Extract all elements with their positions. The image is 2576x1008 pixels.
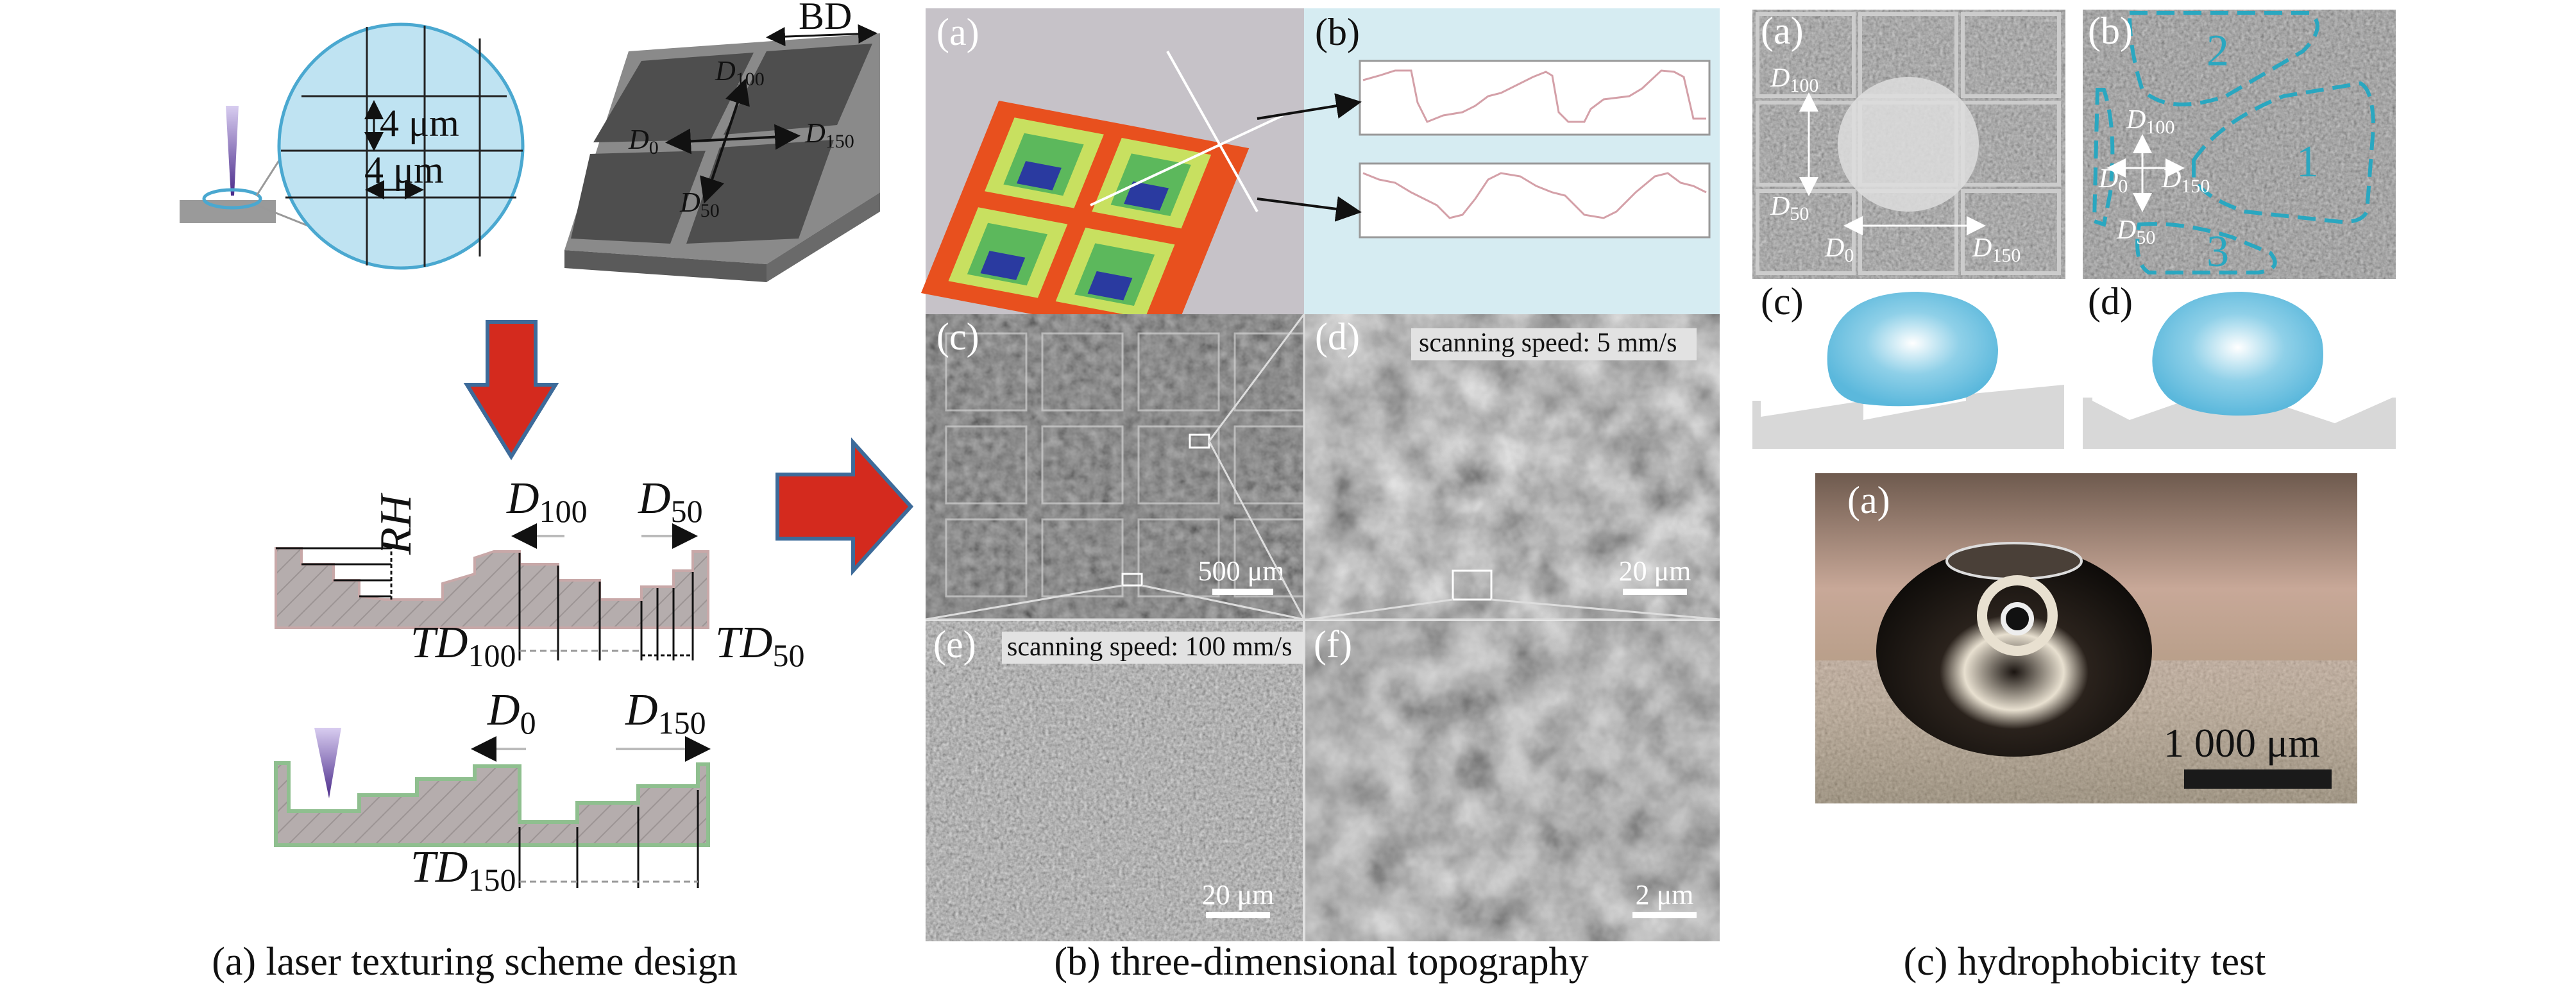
scale-label-f: 2 μm — [1636, 879, 1694, 911]
sub-label-c-c: (c) — [1761, 280, 1804, 323]
caption-b: (b) three-dimensional topography — [1054, 940, 1588, 984]
block-label-bd: BD — [799, 0, 852, 37]
block-dir-d150: D150 — [804, 117, 854, 152]
sub-label-c-b: (b) — [2088, 10, 2133, 52]
block-dir-d0: D0 — [628, 124, 659, 158]
texture-cell — [1041, 425, 1124, 505]
sem-magnified-image: (f) 2 μm — [1305, 621, 1720, 941]
wenzel-drop-cartoon: (d) — [2083, 280, 2396, 449]
scale-bar-photo — [2184, 769, 2332, 789]
profile-line-1 — [1362, 69, 1706, 123]
texture-cell — [945, 332, 1028, 412]
scale-label-photo: 1 000 μm — [2164, 720, 2320, 766]
sub-label-b: (b) — [1315, 11, 1360, 53]
dir-b-d100: D100 — [2126, 105, 2174, 138]
scale-label-c: 500 μm — [1198, 555, 1285, 587]
sub-label-f: (f) — [1314, 623, 1352, 666]
scale-bar-e — [1206, 912, 1270, 918]
dir-b-d150: D150 — [2161, 164, 2210, 197]
region-2-label: 2 — [2207, 26, 2229, 76]
droplet-on-texture: (a) D100 D50 D0 D150 — [1752, 10, 2065, 279]
sub-label-d: (d) — [1315, 315, 1360, 358]
grid-spacing-vertical-label: 4 μm — [380, 102, 459, 144]
grid-spacing-horizontal-label: 4 μm — [364, 149, 444, 191]
down-arrow — [463, 320, 559, 460]
laser-grid-circle: 4 μm 4 μm — [277, 22, 525, 270]
sub-label-e: (e) — [933, 623, 976, 666]
laser-beam — [314, 728, 341, 798]
sub-label-a: (a) — [936, 11, 979, 53]
height-profiles: (b) — [1257, 8, 1720, 314]
speed-label-e: scanning speed: 100 mm/s — [1007, 632, 1292, 662]
caption-a: (a) laser texturing scheme design — [212, 940, 737, 984]
scale-bar-d — [1623, 589, 1687, 595]
rh-label: RH — [371, 492, 421, 555]
textured-block-3d: BD D100 D0 D150 D50 — [564, 0, 880, 282]
sub-label-c: (c) — [936, 315, 979, 358]
right-arrow — [775, 437, 914, 576]
region-1-label: 1 — [2296, 137, 2319, 187]
dir-b-d50: D50 — [2116, 215, 2155, 248]
zoom-lines — [925, 314, 1720, 941]
sub-label-c-a: (a) — [1761, 10, 1804, 52]
scale-bar-c — [1212, 589, 1273, 595]
height-map-3d: (a) — [920, 8, 1304, 341]
laser-texturing-panel: 4 μm 4 μm BD D100 D0 D150 D50 — [180, 0, 880, 984]
profile-line-2 — [1362, 172, 1707, 219]
wetting-regions: (b) 2 1 3 D100 D0 D150 D50 — [2083, 10, 2396, 279]
profile2-dir-left: D0 — [487, 685, 536, 741]
dir-a-d150: D150 — [1972, 233, 2021, 266]
profile1-dir-left: D100 — [506, 474, 588, 529]
sub-label-c-d: (d) — [2088, 280, 2133, 323]
profile1-td-left: TD100 — [411, 618, 516, 673]
scale-bar-f — [1632, 912, 1697, 918]
scale-label-d: 20 μm — [1619, 555, 1691, 587]
laser-on-substrate — [180, 106, 353, 245]
profile-d100-d50: RH D100 D50 TD100 TD50 — [275, 474, 804, 673]
texture-cell — [945, 518, 1028, 598]
droplet-photo: (a) 1 000 μm — [1815, 473, 2357, 803]
hydrophobicity-panel: (a) D100 D50 D0 D150 (b) 2 1 3 D100 D0 D… — [1752, 10, 2396, 984]
topography-panel: (a) (b) (c) 500 μm scanning — [920, 8, 1720, 984]
texture-cell — [1137, 332, 1220, 412]
speed-label-d: scanning speed: 5 mm/s — [1419, 328, 1677, 358]
dir-a-d0: D0 — [1824, 233, 1854, 266]
profile-d0-d150: D0 D150 TD150 — [274, 685, 711, 898]
cassie-drop-cartoon: (c) — [1752, 280, 2064, 449]
region-3-label: 3 — [2207, 227, 2229, 276]
block-dir-d50: D50 — [679, 187, 720, 221]
texture-cell — [1137, 518, 1220, 598]
texture-cell — [945, 425, 1028, 505]
sub-label-photo-a: (a) — [1847, 479, 1890, 521]
block-dir-d100: D100 — [715, 55, 765, 90]
profile2-td: TD150 — [411, 843, 516, 898]
scale-label-e: 20 μm — [1202, 879, 1275, 911]
texture-cell — [1041, 518, 1124, 598]
dir-a-d50: D50 — [1770, 192, 1809, 224]
texture-cell — [1041, 332, 1124, 412]
dir-b-d0: D0 — [2098, 164, 2128, 197]
profile2-dir-right: D150 — [625, 685, 706, 741]
sem-5mms-image: scanning speed: 5 mm/s (d) 20 μm — [1304, 314, 1720, 619]
profile1-dir-right: D50 — [638, 474, 703, 529]
sem-100mms-image: scanning speed: 100 mm/s (e) 20 μm — [926, 621, 1303, 941]
sem-grid-image: (c) 500 μm — [926, 314, 1316, 619]
texture-cell — [1961, 12, 2061, 98]
caption-c: (c) hydrophobicity test — [1904, 940, 2266, 984]
profile1-td-right: TD50 — [715, 618, 804, 673]
texture-cell — [1137, 425, 1220, 505]
dir-a-d100: D100 — [1770, 63, 1818, 96]
